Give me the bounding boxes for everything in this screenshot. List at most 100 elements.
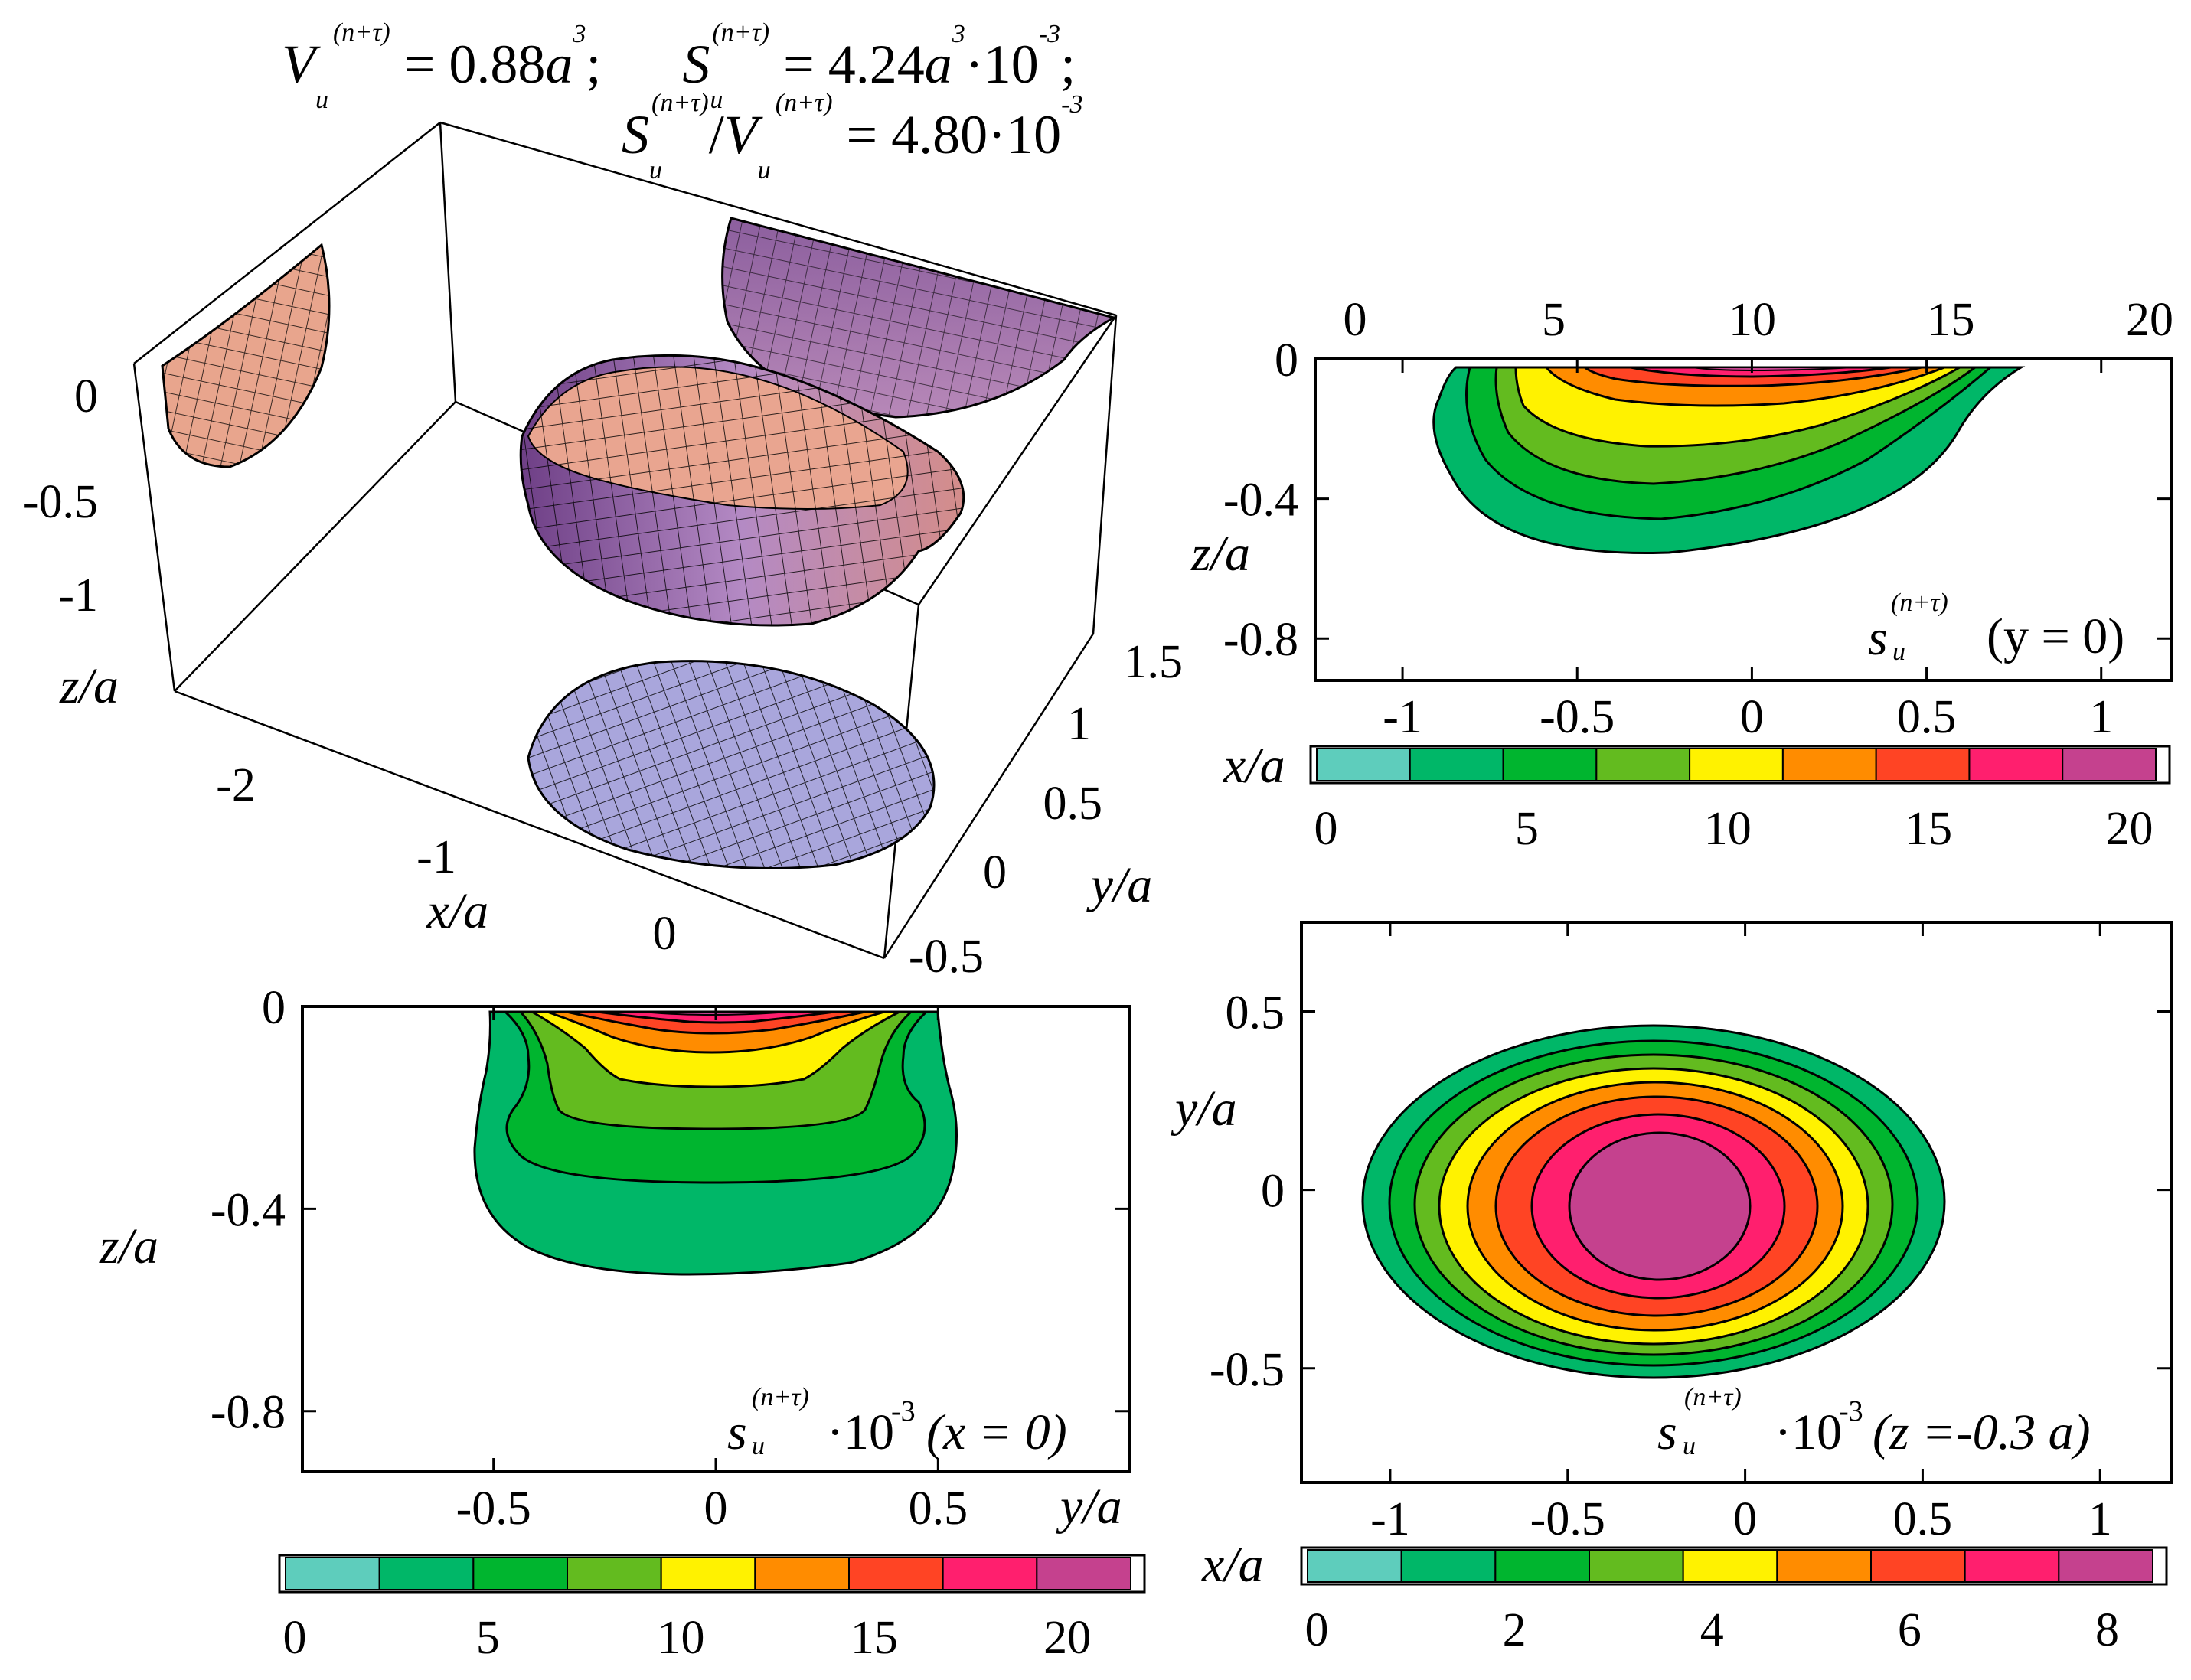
- contour-band-y0-6: [1630, 366, 1892, 378]
- y-tick-label: 0: [262, 982, 286, 1034]
- 3d-y-tick: 0: [983, 847, 1007, 899]
- header-line-2: Su(n+τ)/Vu(n+τ) = 4.80·10-3: [622, 89, 1083, 185]
- colorbar-swatch: [1502, 748, 1598, 781]
- y0-label-main: s: [1868, 610, 1888, 666]
- colorbar-tick-label: 0: [1314, 803, 1338, 855]
- colorbar-tick-label: 2: [1503, 1604, 1527, 1656]
- y-tick-label: 0: [1261, 1166, 1285, 1218]
- colorbar-swatch: [1968, 748, 2064, 781]
- colorbar-swatch: [1682, 1549, 1778, 1583]
- y0-label-sup: (n+τ): [1891, 589, 1948, 617]
- plot-frame-z: [1300, 921, 2173, 1484]
- x0-label-sup: (n+τ): [752, 1383, 809, 1411]
- x-tick-label: -0.5: [456, 1483, 531, 1535]
- x0-label-pow: -3: [891, 1395, 916, 1427]
- surface-3d-plot: 0 -0.5 -1 z/a -2 -1 x/a 0 1.5 1 0.5 y/a …: [23, 121, 1184, 983]
- 3d-y-tick: 0.5: [1043, 778, 1103, 830]
- colorbar-z: 0 2 4 6 8: [1300, 1546, 2168, 1656]
- colorbar-swatch: [660, 1557, 756, 1590]
- colorbar-swatch: [1307, 1549, 1402, 1583]
- 3d-z-tick: -1: [58, 569, 98, 621]
- contour-plot-x0: -0.5 0 0.5 0 -0.4 -0.8 z/a y/a s (n+τ) u ·10 …: [99, 982, 1146, 1664]
- z-plot-label: s (n+τ) u ·10 -3 (z =-0.3 a): [1657, 1383, 2091, 1460]
- y0-z-label: z/a: [1190, 526, 1250, 582]
- colorbar-x0: 0 5 10 15 20: [278, 1554, 1146, 1664]
- x-tick-label: 0.5: [1893, 1493, 1953, 1545]
- top-tick-label: 20: [2126, 294, 2173, 346]
- y0-label-sub: u: [1892, 638, 1905, 666]
- 3d-x-tick: -1: [416, 831, 456, 883]
- z-label-pow: -3: [1839, 1395, 1863, 1427]
- colorbar-y0: 0 5 10 15 20: [1309, 745, 2171, 855]
- x-tick-label: 0: [1733, 1493, 1757, 1545]
- z-label-sup: (n+τ): [1684, 1383, 1742, 1411]
- z-label-sub: u: [1683, 1432, 1696, 1460]
- x0-label-sub: u: [752, 1432, 765, 1460]
- 3d-z-tick: -0.5: [23, 476, 98, 528]
- colorbar-swatch: [1409, 748, 1504, 781]
- colorbar-tick-label: 15: [851, 1612, 898, 1664]
- 3d-y-tick: -0.5: [909, 931, 984, 983]
- z-label-main: s: [1657, 1404, 1677, 1460]
- colorbar-tick-label: 0: [283, 1612, 307, 1664]
- colorbar-tick-label: 10: [1704, 803, 1752, 855]
- x-tick-label: -1: [1370, 1493, 1410, 1545]
- x0-label-main: s: [727, 1404, 747, 1460]
- x-tick-label: 0.5: [1897, 691, 1957, 743]
- x-tick-label: -0.5: [1540, 691, 1615, 743]
- colorbar-swatch: [1589, 1549, 1684, 1583]
- axes-x0: -0.5 0 0.5 0 -0.4 -0.8: [211, 982, 1129, 1535]
- top-tick-label: 15: [1928, 294, 1975, 346]
- x-tick-label: 0: [704, 1483, 728, 1535]
- 3d-z-label: z/a: [59, 658, 119, 714]
- colorbar-swatch: [1781, 748, 1877, 781]
- 3d-box-frame: [132, 121, 1118, 960]
- colorbar-swatch: [1494, 1549, 1591, 1583]
- colorbar-swatch: [1036, 1557, 1132, 1590]
- x-tick-label: 1: [2089, 691, 2113, 743]
- colorbar-tick-label: 8: [2095, 1604, 2119, 1656]
- colorbar-swatch: [472, 1557, 568, 1590]
- colorbar-tick-label: 10: [658, 1612, 705, 1664]
- z-label-tail2: (z =-0.3 a): [1873, 1404, 2091, 1460]
- x-tick-label: -1: [1383, 691, 1422, 743]
- x-tick-label: 1: [2088, 1493, 2112, 1545]
- y-tick-label: -0.4: [211, 1184, 286, 1236]
- x-tick-label: 0.5: [909, 1483, 968, 1535]
- z-label-tail: ·10: [1775, 1404, 1842, 1460]
- colorbar-swatch: [1316, 748, 1411, 781]
- y-tick-label: -0.4: [1223, 475, 1298, 527]
- x0-z-label: z/a: [99, 1218, 158, 1274]
- colorbar-swatch: [1776, 1549, 1872, 1583]
- 3d-y-tick: 1.5: [1124, 636, 1184, 688]
- contour-bands-y0: [1432, 366, 2026, 555]
- colorbar-tick-label: 6: [1898, 1604, 1922, 1656]
- colorbar-swatch: [378, 1557, 475, 1590]
- 3d-y-label: y/a: [1086, 857, 1153, 913]
- contour-plot-y0: -1 -0.5 0 0.5 10-0.4-0.80 5 10 15 20 z/a x/a s (…: [1190, 294, 2173, 855]
- top-tick-label: 0: [1344, 294, 1367, 346]
- colorbar-swatch: [1875, 748, 1971, 781]
- x0-y-label: y/a: [1056, 1479, 1122, 1535]
- 3d-y-tick: 1: [1067, 698, 1091, 750]
- colorbar-swatch: [1870, 1549, 1966, 1583]
- x0-label-tail: ·10: [827, 1404, 894, 1460]
- y0-plot-label: s (n+τ) u (y = 0): [1868, 589, 2124, 666]
- x-tick-label: -0.5: [1530, 1493, 1605, 1545]
- colorbar-tick-label: 0: [1305, 1604, 1329, 1656]
- contour-ring-z-7: [1568, 1131, 1752, 1281]
- 3d-x-tick: 0: [653, 908, 677, 960]
- x-tick-label: 0: [1740, 691, 1764, 743]
- y0-x-label: x/a: [1223, 738, 1285, 794]
- colorbar-swatch: [567, 1557, 662, 1590]
- colorbar-swatch: [2058, 1549, 2153, 1583]
- colorbar-tick-label: 20: [2106, 803, 2153, 855]
- top-tick-label: 5: [1542, 294, 1566, 346]
- colorbar-swatch: [1400, 1549, 1497, 1583]
- colorbar-swatch: [848, 1557, 944, 1590]
- y-tick-label: -0.5: [1210, 1344, 1285, 1396]
- contour-plot-z: -1 -0.5 0 0.5 1 0.5 0 -0.5 y/a x/a s (n+τ) u ·1…: [1171, 921, 2173, 1656]
- colorbar-tick-label: 15: [1905, 803, 1952, 855]
- colorbar-swatch: [1964, 1549, 2060, 1583]
